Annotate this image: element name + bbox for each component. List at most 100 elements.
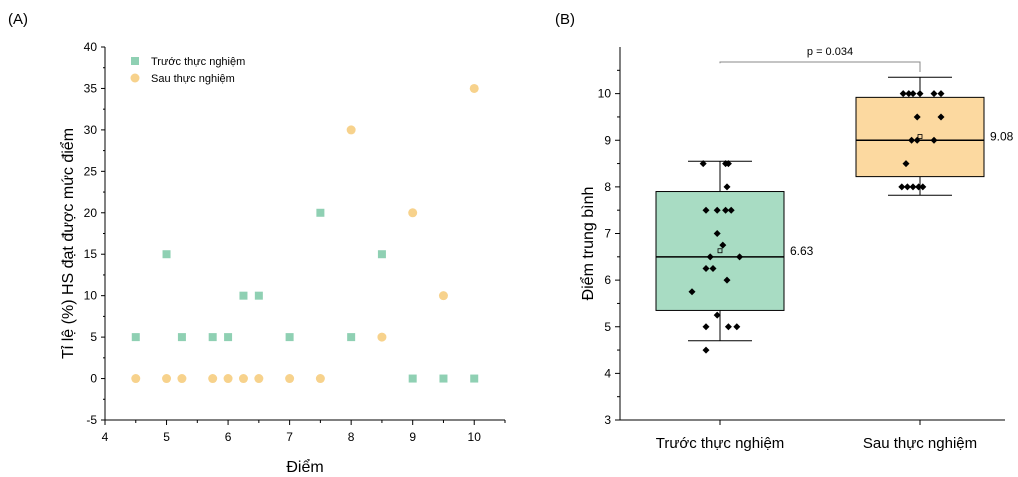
b-data-point xyxy=(913,136,921,144)
a-y-axis-title: Tỉ lệ (%) HS đạt được mức điểm xyxy=(59,128,77,359)
a-y-tick-label: 40 xyxy=(84,40,98,54)
a-point-series-2 xyxy=(438,291,448,301)
b-data-point xyxy=(899,90,907,98)
b-mean-label: 6.63 xyxy=(790,244,814,258)
b-y-tick-label: 4 xyxy=(604,366,611,380)
b-data-point xyxy=(688,288,696,296)
a-point-series-1 xyxy=(377,250,386,259)
a-x-axis-title: Điểm xyxy=(286,458,323,476)
b-data-point xyxy=(706,253,714,261)
b-data-point xyxy=(702,323,710,331)
b-data-point xyxy=(937,113,945,121)
a-point-series-1 xyxy=(408,374,417,383)
b-data-point xyxy=(724,323,732,331)
b-x-tick-label: Trước thực nghiệm xyxy=(656,435,785,452)
b-data-point xyxy=(713,206,721,214)
b-data-point xyxy=(724,160,732,168)
panel-label-b: (B) xyxy=(555,11,575,28)
b-data-point xyxy=(723,276,731,284)
a-point-series-2 xyxy=(162,374,172,384)
b-mean-label: 9.08 xyxy=(990,130,1014,144)
a-y-tick-label: 0 xyxy=(90,372,97,386)
a-point-series-2 xyxy=(469,83,479,93)
b-y-tick-label: 10 xyxy=(598,87,612,101)
a-point-series-1 xyxy=(239,291,248,300)
a-y-tick-label: 10 xyxy=(84,289,98,303)
a-y-tick-label: 15 xyxy=(84,247,98,261)
b-data-point xyxy=(916,90,924,98)
b-y-tick-label: 9 xyxy=(604,133,611,147)
b-data-point xyxy=(713,311,721,319)
b-data-point xyxy=(915,183,923,191)
a-x-tick-label: 8 xyxy=(348,430,355,444)
a-point-series-2 xyxy=(238,374,248,384)
b-mean-marker xyxy=(917,134,923,139)
a-y-tick-label: 30 xyxy=(84,123,98,137)
a-legend-swatch-1 xyxy=(131,57,139,65)
b-data-point xyxy=(702,206,710,214)
a-point-series-1 xyxy=(470,374,479,383)
b-y-tick-label: 7 xyxy=(604,227,611,241)
b-data-point xyxy=(723,183,731,191)
a-point-series-2 xyxy=(254,374,264,384)
b-data-point xyxy=(736,253,744,261)
b-y-tick-label: 3 xyxy=(604,413,611,427)
a-y-tick-label: 25 xyxy=(84,164,98,178)
b-data-point xyxy=(713,230,721,237)
a-y-tick-label: 5 xyxy=(90,330,97,344)
b-data-point xyxy=(709,264,717,272)
a-y-tick-label: 35 xyxy=(84,81,98,95)
a-x-tick-label: 6 xyxy=(225,430,232,444)
b-data-point xyxy=(702,264,710,272)
b-data-point xyxy=(902,160,910,168)
a-point-series-2 xyxy=(223,374,233,384)
b-data-point xyxy=(719,241,727,249)
b-box-1 xyxy=(655,191,785,311)
b-data-point xyxy=(905,90,913,98)
a-point-series-2 xyxy=(131,374,141,384)
a-point-series-1 xyxy=(285,333,294,342)
a-x-tick-label: 9 xyxy=(409,430,416,444)
a-x-tick-label: 10 xyxy=(468,430,482,444)
b-data-point xyxy=(930,90,938,98)
a-point-series-1 xyxy=(254,291,263,300)
a-point-series-1 xyxy=(177,333,186,342)
a-x-tick-label: 4 xyxy=(102,430,109,444)
b-data-point xyxy=(909,183,917,191)
b-y-tick-label: 6 xyxy=(604,273,611,287)
b-data-point xyxy=(937,90,945,98)
b-data-point xyxy=(908,136,916,144)
a-point-series-2 xyxy=(208,374,218,384)
b-significance-label: p = 0.034 xyxy=(807,46,853,58)
b-data-point xyxy=(727,206,735,214)
b-data-point xyxy=(919,183,927,191)
panel-label-a: (A) xyxy=(8,11,28,28)
b-data-point xyxy=(699,160,707,168)
b-data-point xyxy=(909,90,917,98)
b-mean-marker xyxy=(717,248,723,254)
a-legend-label-2: Sau thực nghiệm xyxy=(151,73,235,85)
a-y-tick-label: -5 xyxy=(86,413,97,427)
a-point-series-1 xyxy=(316,208,325,217)
a-x-tick-label: 7 xyxy=(286,430,293,444)
a-point-series-1 xyxy=(208,333,217,342)
a-point-series-2 xyxy=(377,332,387,342)
b-data-point xyxy=(702,346,710,354)
a-point-series-1 xyxy=(162,250,171,259)
b-data-point xyxy=(898,183,906,191)
b-data-point xyxy=(722,206,730,214)
b-data-point xyxy=(913,113,921,121)
a-point-series-2 xyxy=(177,374,187,384)
a-point-series-2 xyxy=(315,374,325,384)
a-point-series-2 xyxy=(408,208,418,218)
b-y-tick-label: 5 xyxy=(604,320,611,334)
a-point-series-1 xyxy=(439,374,448,383)
a-y-tick-label: 20 xyxy=(84,206,98,220)
a-legend-swatch-2 xyxy=(130,73,140,83)
a-point-series-2 xyxy=(346,125,356,135)
b-y-axis-title: Điểm trung bình xyxy=(579,187,597,301)
a-x-tick-label: 5 xyxy=(163,430,170,444)
b-box-2 xyxy=(855,96,985,178)
a-point-series-1 xyxy=(131,333,140,342)
b-data-point xyxy=(903,183,911,191)
